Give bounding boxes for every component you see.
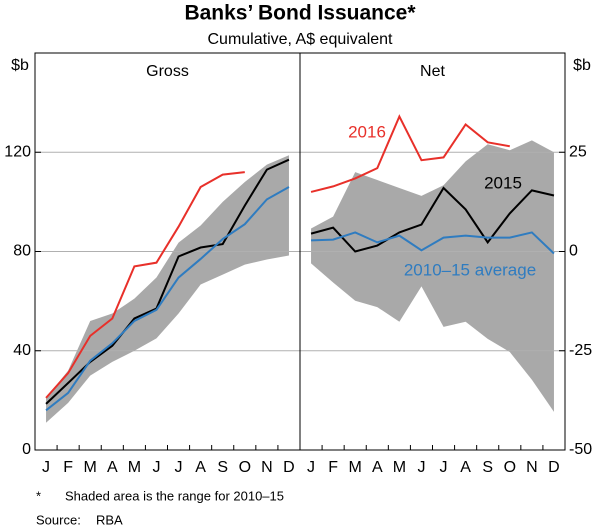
x-tick-label: J xyxy=(42,459,50,476)
series-label: 2010–15 average xyxy=(404,260,536,279)
series-line xyxy=(310,186,555,253)
x-tick-label: F xyxy=(328,459,338,476)
y-tick-label: -25 xyxy=(569,342,592,359)
x-tick-label: S xyxy=(217,459,228,476)
y-tick-label: 40 xyxy=(13,342,31,359)
x-tick-label: J xyxy=(417,459,425,476)
series-label: 2015 xyxy=(484,173,522,192)
series-line xyxy=(45,171,245,399)
y-tick-label: 25 xyxy=(569,143,587,160)
x-tick-label: F xyxy=(63,459,73,476)
y-tick-label: 80 xyxy=(13,243,31,260)
x-tick-label: D xyxy=(548,459,560,476)
x-tick-label: M xyxy=(393,459,406,476)
x-tick-label: M xyxy=(128,459,141,476)
x-tick-label: J xyxy=(440,459,448,476)
range-band xyxy=(46,155,289,423)
series-line xyxy=(310,114,510,193)
footnote-marker: * xyxy=(36,488,41,503)
x-tick-label: J xyxy=(152,459,160,476)
x-tick-label: O xyxy=(239,459,251,476)
x-tick-label: M xyxy=(84,459,97,476)
series-line xyxy=(311,231,555,255)
source-label: Source: xyxy=(36,512,81,527)
chart-title: Banks’ Bond Issuance* xyxy=(184,2,416,25)
x-tick-label: N xyxy=(261,459,273,476)
y-tick-label: 0 xyxy=(22,441,31,458)
x-tick-label: D xyxy=(283,459,295,476)
y-tick-label: 0 xyxy=(569,243,578,260)
series-line xyxy=(45,186,290,412)
x-tick-label: M xyxy=(349,459,362,476)
x-tick-label: N xyxy=(526,459,538,476)
x-tick-label: S xyxy=(482,459,493,476)
chart-subtitle: Cumulative, A$ equivalent xyxy=(208,31,394,48)
y-axis-label: $b xyxy=(11,57,29,74)
range-band xyxy=(311,140,554,412)
x-tick-label: J xyxy=(175,459,183,476)
x-tick-label: A xyxy=(460,459,471,476)
footnote: Shaded area is the range for 2010–15 xyxy=(65,488,284,503)
x-tick-label: J xyxy=(307,459,315,476)
panel-title: Gross xyxy=(146,63,189,80)
x-tick-label: O xyxy=(504,459,516,476)
series-label: 2016 xyxy=(348,122,386,141)
x-tick-label: A xyxy=(107,459,118,476)
y-axis-label: $b xyxy=(573,57,591,74)
y-tick-label: 120 xyxy=(4,143,31,160)
x-tick-label: A xyxy=(195,459,206,476)
x-tick-label: A xyxy=(372,459,383,476)
panel-title: Net xyxy=(420,63,445,80)
source: RBA xyxy=(96,512,123,527)
y-tick-label: -50 xyxy=(569,441,592,458)
